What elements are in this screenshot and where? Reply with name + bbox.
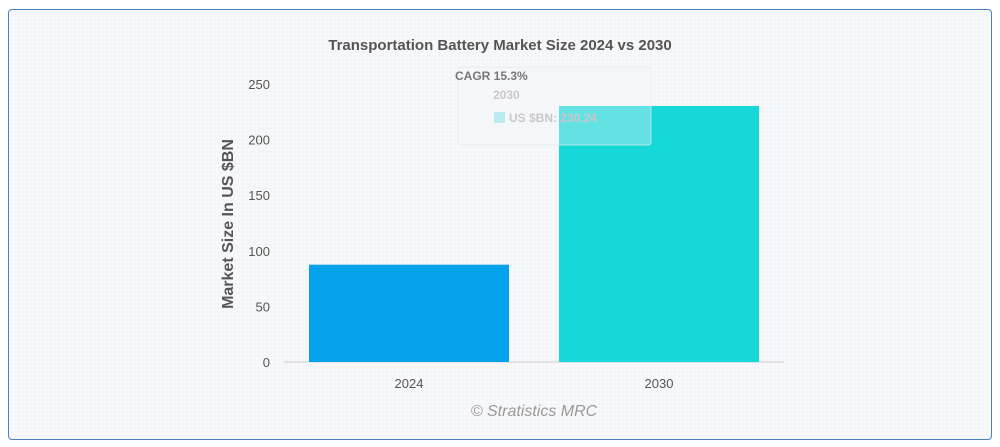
chart-title: Transportation Battery Market Size 2024 … xyxy=(328,37,672,54)
y-tick-label: 50 xyxy=(256,299,270,314)
x-tick-label: 2024 xyxy=(395,376,424,391)
y-tick-label: 200 xyxy=(248,133,270,148)
y-tick-label: 250 xyxy=(248,77,270,92)
credit-text: © Stratistics MRC xyxy=(471,403,598,420)
x-tick-label: 2030 xyxy=(645,376,674,391)
tooltip-category: 2030 xyxy=(493,88,520,102)
y-axis-ticks: 0 50 100 150 200 250 xyxy=(248,77,270,370)
tooltip-header: CAGR 15.3% xyxy=(455,69,528,83)
tooltip-label: US $BN: 230.24 xyxy=(509,111,597,125)
y-tick-label: 0 xyxy=(263,355,270,370)
tooltip: CAGR 15.3% 2030 US $BN: 230.24 xyxy=(455,66,652,146)
y-tick-label: 150 xyxy=(248,188,270,203)
bar-2030[interactable] xyxy=(559,105,759,363)
bars-group xyxy=(309,105,759,363)
chart-frame xyxy=(8,9,992,440)
x-axis-ticks: 2024 2030 xyxy=(395,376,674,391)
y-tick-label: 100 xyxy=(248,244,270,259)
tooltip-box xyxy=(457,66,652,146)
bar-2024[interactable] xyxy=(309,264,509,362)
y-axis-label: Market Size In US $BN xyxy=(220,139,237,309)
tooltip-swatch xyxy=(494,112,505,123)
